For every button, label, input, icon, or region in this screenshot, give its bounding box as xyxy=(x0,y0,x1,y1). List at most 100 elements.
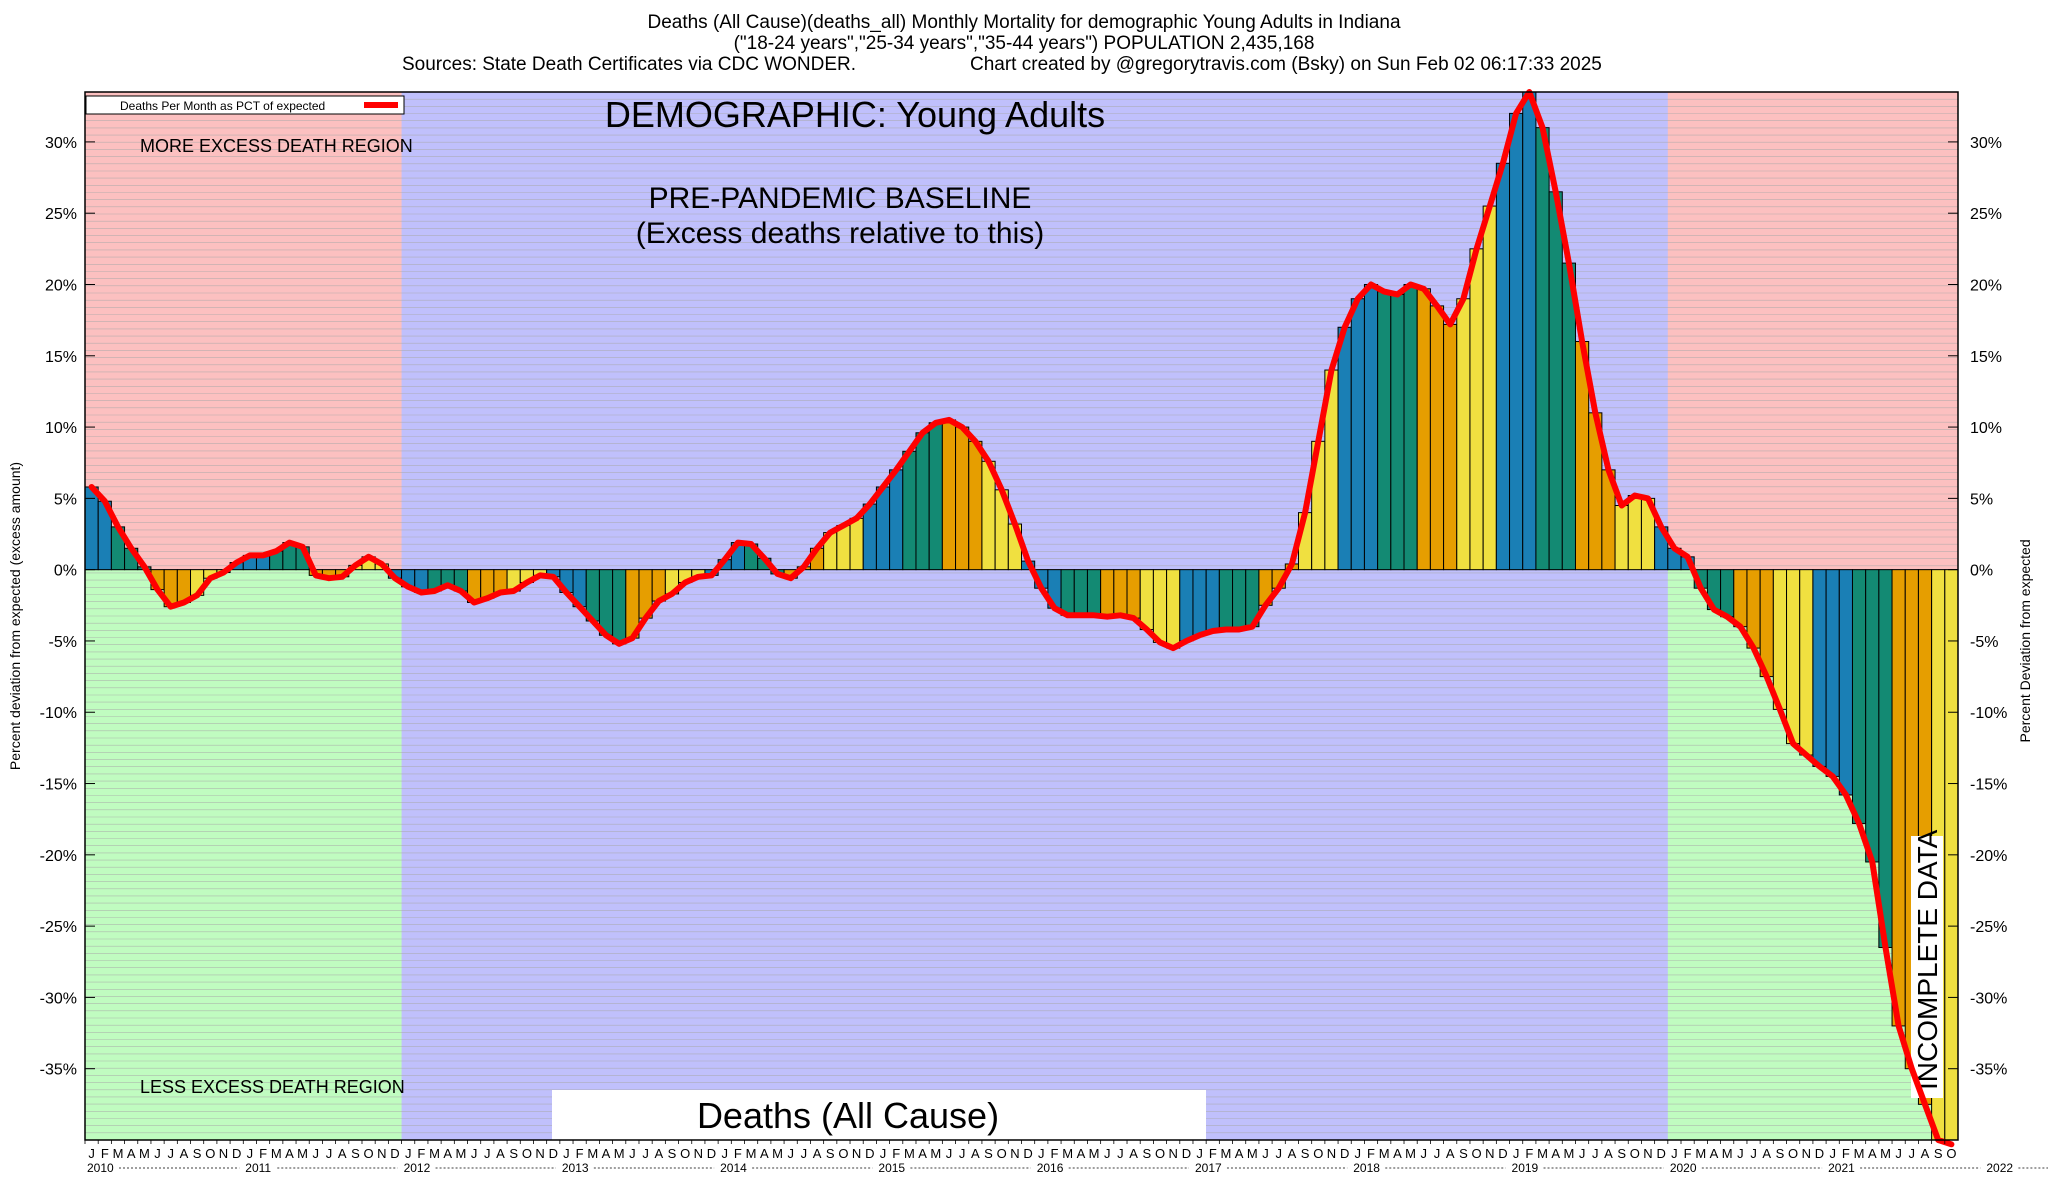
month-label: J xyxy=(167,1146,174,1161)
bar xyxy=(1614,505,1629,571)
bar xyxy=(1377,291,1392,571)
ytick-label-left: -35% xyxy=(40,1062,77,1079)
bar xyxy=(1535,127,1550,571)
month-label: J xyxy=(88,1146,95,1161)
bar xyxy=(1126,569,1141,619)
month-label: N xyxy=(1485,1146,1494,1161)
ytick-label-left: -5% xyxy=(49,634,77,651)
month-label: J xyxy=(642,1146,649,1161)
bar xyxy=(1337,326,1352,571)
month-label: O xyxy=(1788,1146,1798,1161)
ytick-label-left: 15% xyxy=(45,349,77,366)
month-label: A xyxy=(1446,1146,1455,1161)
metric-label-box xyxy=(552,1090,1206,1140)
ytick-label-left: -30% xyxy=(40,990,77,1007)
year-label: 2019 xyxy=(1512,1161,1539,1175)
year-label: 2014 xyxy=(720,1161,747,1175)
month-label: M xyxy=(455,1146,466,1161)
month-label: A xyxy=(1762,1146,1771,1161)
month-label: S xyxy=(668,1146,677,1161)
month-label: A xyxy=(1235,1146,1244,1161)
ytick-label-right: 15% xyxy=(1970,349,2002,366)
bar xyxy=(1152,569,1168,643)
month-label: M xyxy=(930,1146,941,1161)
month-label: J xyxy=(471,1146,478,1161)
bar xyxy=(1350,298,1365,571)
month-label: J xyxy=(787,1146,794,1161)
ytick-label-right: 20% xyxy=(1970,277,2002,294)
month-label: M xyxy=(904,1146,915,1161)
month-label: M xyxy=(1405,1146,1416,1161)
month-label: F xyxy=(417,1146,425,1161)
baseline-label-2: (Excess deaths relative to this) xyxy=(636,217,1045,250)
month-label: J xyxy=(1513,1146,1520,1161)
less-region-label: LESS EXCESS DEATH REGION xyxy=(140,1077,405,1097)
bar xyxy=(1482,205,1497,571)
year-label: 2020 xyxy=(1670,1161,1697,1175)
bar xyxy=(849,517,864,571)
month-label: J xyxy=(880,1146,887,1161)
ytick-label-left: 20% xyxy=(45,277,77,294)
bar xyxy=(1469,248,1484,571)
month-label: D xyxy=(1182,1146,1191,1161)
month-label: O xyxy=(205,1146,215,1161)
month-label: M xyxy=(429,1146,440,1161)
month-label: O xyxy=(838,1146,848,1161)
ytick-label-left: -10% xyxy=(40,705,77,722)
month-label: M xyxy=(1247,1146,1258,1161)
month-label: D xyxy=(707,1146,716,1161)
ytick-label-left: 25% xyxy=(45,206,77,223)
bar xyxy=(1086,569,1102,616)
bar xyxy=(1878,569,1893,949)
ytick-label-right: -10% xyxy=(1970,705,2007,722)
bar xyxy=(1495,162,1511,571)
month-label: M xyxy=(1220,1146,1231,1161)
chart-title: DEMOGRAPHIC: Young Adults xyxy=(605,94,1105,135)
month-label: A xyxy=(1868,1146,1877,1161)
month-label: M xyxy=(614,1146,625,1161)
bar xyxy=(1720,569,1735,618)
bar xyxy=(1627,495,1642,571)
month-label: J xyxy=(1829,1146,1836,1161)
month-label: J xyxy=(1579,1146,1586,1161)
month-label: O xyxy=(522,1146,532,1161)
year-label: 2013 xyxy=(562,1161,589,1175)
month-label: N xyxy=(1802,1146,1811,1161)
month-label: D xyxy=(865,1146,874,1161)
month-label: A xyxy=(1921,1146,1930,1161)
chart-header-sources: Sources: State Death Certificates via CD… xyxy=(402,54,857,75)
month-label: M xyxy=(1537,1146,1548,1161)
month-label: J xyxy=(1262,1146,1269,1161)
month-label: J xyxy=(484,1146,491,1161)
ytick-label-right: 30% xyxy=(1970,135,2002,152)
bar xyxy=(889,469,904,571)
month-label: J xyxy=(1355,1146,1362,1161)
bar xyxy=(862,503,877,571)
bar xyxy=(1799,569,1814,756)
month-label: A xyxy=(180,1146,189,1161)
bar xyxy=(928,422,943,571)
ytick-label-right: -5% xyxy=(1970,634,1998,651)
ytick-label-left: 10% xyxy=(45,420,77,437)
bar xyxy=(875,486,891,571)
month-label: A xyxy=(813,1146,822,1161)
month-label: M xyxy=(587,1146,598,1161)
month-label: A xyxy=(1129,1146,1138,1161)
month-label: J xyxy=(563,1146,570,1161)
bar xyxy=(1139,569,1154,631)
bar xyxy=(1865,569,1880,863)
month-label: A xyxy=(496,1146,505,1161)
bar xyxy=(1548,191,1563,571)
month-label: A xyxy=(127,1146,136,1161)
month-label: N xyxy=(694,1146,703,1161)
ytick-label-right: -35% xyxy=(1970,1062,2007,1079)
month-label: A xyxy=(760,1146,769,1161)
month-label: J xyxy=(1434,1146,1441,1161)
bar xyxy=(1232,569,1247,631)
bar xyxy=(1522,91,1537,571)
bar xyxy=(598,569,614,636)
bar xyxy=(1403,283,1418,571)
month-label: O xyxy=(364,1146,374,1161)
month-label: D xyxy=(1023,1146,1032,1161)
month-label: N xyxy=(1327,1146,1336,1161)
